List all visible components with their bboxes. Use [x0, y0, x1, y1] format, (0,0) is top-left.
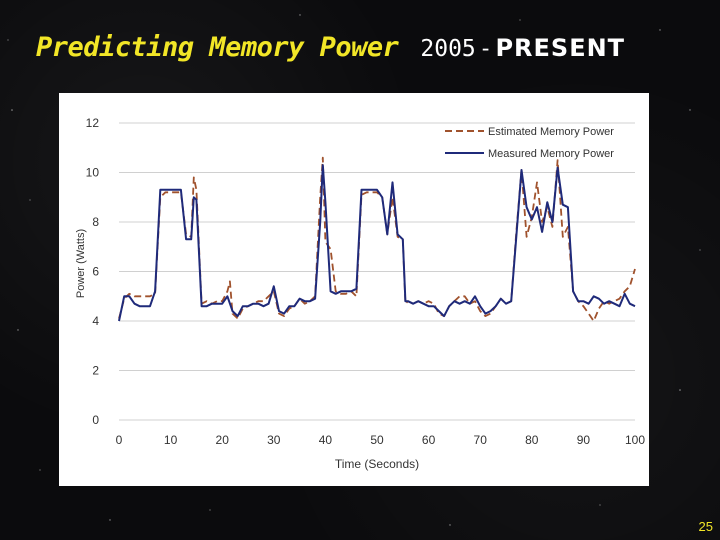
- y-tick-label: 8: [92, 215, 99, 229]
- y-tick-label: 6: [92, 265, 99, 279]
- x-tick-label: 80: [525, 433, 539, 447]
- legend-label: Estimated Memory Power: [488, 126, 614, 138]
- x-tick-label: 40: [319, 433, 333, 447]
- x-tick-label: 30: [267, 433, 281, 447]
- y-tick-label: 0: [92, 413, 99, 427]
- x-tick-label: 60: [422, 433, 436, 447]
- x-tick-label: 70: [474, 433, 488, 447]
- title-dash-text: -: [481, 35, 490, 61]
- y-axis-label: Power (Watts): [75, 229, 87, 298]
- chart-panel: 0 2 4 6 8 10 12 0 10 20 30 40 50 60 70 80 90 100 Time (Sec…: [59, 93, 649, 486]
- y-tick-label: 4: [92, 314, 99, 328]
- series-line-estimated: [118, 156, 636, 322]
- legend-label: Measured Memory Power: [488, 148, 614, 160]
- y-tick-label: 2: [92, 364, 99, 378]
- title-main-text: Predicting Memory Power: [36, 32, 399, 63]
- x-tick-label: 0: [116, 433, 123, 447]
- slide-title: Predicting Memory Power 2005 - PRESENT: [36, 32, 625, 72]
- y-tick-label: 12: [86, 116, 100, 130]
- x-tick-label: 20: [216, 433, 230, 447]
- memory-power-chart: 0 2 4 6 8 10 12 0 10 20 30 40 50 60 70 80 90 100 Time (Sec…: [75, 116, 645, 471]
- x-tick-label: 50: [370, 433, 384, 447]
- x-axis-label: Time (Seconds): [335, 457, 419, 471]
- y-tick-label: 10: [86, 166, 100, 180]
- x-tick-label: 90: [577, 433, 591, 447]
- series-line-measured: [118, 164, 636, 322]
- page-number: 25: [698, 519, 713, 534]
- x-tick-label: 10: [164, 433, 178, 447]
- title-year-text: 2005: [420, 36, 476, 62]
- x-tick-label: 100: [625, 433, 645, 447]
- title-present-text: PRESENT: [495, 34, 626, 62]
